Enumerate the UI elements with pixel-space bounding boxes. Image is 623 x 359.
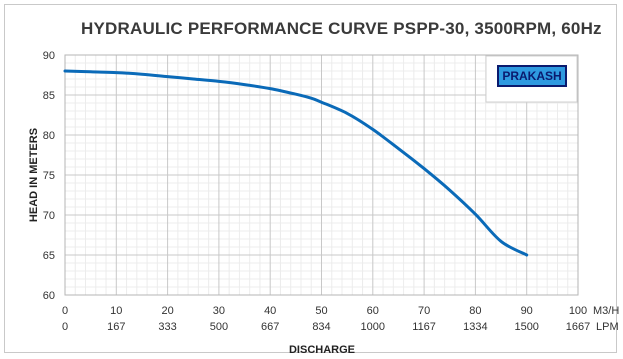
x-tick-label-m3h: 40 (264, 305, 276, 317)
x-tick-labels-lpm: 0 167 333 500 667 834 1000 1167 1334 1500 1667 (62, 321, 590, 333)
x-tick-label-lpm: 167 (107, 321, 125, 333)
x-tick-label-m3h: 70 (418, 305, 430, 317)
x-axis-label: DISCHARGE (289, 344, 355, 356)
x-tick-label-m3h: 20 (161, 305, 173, 317)
x-tick-label-lpm: 1000 (361, 321, 385, 333)
y-tick-label: 85 (43, 90, 55, 102)
x-tick-labels-m3h: 0 10 20 30 40 50 60 70 80 90 100 (62, 305, 587, 317)
x-tick-label-lpm: 333 (158, 321, 176, 333)
y-tick-label: 60 (43, 290, 55, 302)
y-tick-labels: 60 65 70 75 80 85 90 (43, 50, 55, 302)
x-tick-label-m3h: 100 (569, 305, 587, 317)
logo-text: PRAKASH (502, 69, 561, 83)
head-curve-line (63, 69, 529, 257)
logo-badge (497, 65, 567, 87)
plot-area (64, 54, 579, 296)
x-unit-m3h: M3/H (593, 305, 619, 317)
y-tick-label: 75 (43, 170, 55, 182)
x-tick-label-lpm: 1167 (412, 321, 436, 333)
y-tick-label: 90 (43, 50, 55, 62)
x-tick-label-lpm: 1334 (463, 321, 487, 333)
logo-box: PRAKASH (485, 55, 578, 103)
x-tick-label-lpm: 667 (261, 321, 279, 333)
x-tick-label-m3h: 90 (521, 305, 533, 317)
x-tick-label-lpm: 1500 (514, 321, 538, 333)
x-tick-label-m3h: 60 (367, 305, 379, 317)
series-group (63, 69, 529, 257)
y-tick-label: 65 (43, 250, 55, 262)
x-tick-label-lpm: 0 (62, 321, 68, 333)
y-axis-label: HEAD IN METERS (28, 128, 40, 222)
x-tick-label-lpm: 834 (312, 321, 330, 333)
x-tick-label-m3h: 10 (110, 305, 122, 317)
y-tick-label: 80 (43, 130, 55, 142)
x-tick-label-lpm: 500 (210, 321, 228, 333)
chart-title: HYDRAULIC PERFORMANCE CURVE PSPP-30, 350… (81, 19, 602, 38)
x-unit-lpm: LPM (596, 321, 619, 333)
x-tick-label-lpm: 1667 (566, 321, 590, 333)
major-grid (64, 54, 579, 296)
x-tick-label-m3h: 80 (469, 305, 481, 317)
x-tick-label-m3h: 0 (62, 305, 68, 317)
y-tick-label: 70 (43, 210, 55, 222)
x-tick-label-m3h: 30 (213, 305, 225, 317)
x-tick-label-m3h: 50 (315, 305, 327, 317)
